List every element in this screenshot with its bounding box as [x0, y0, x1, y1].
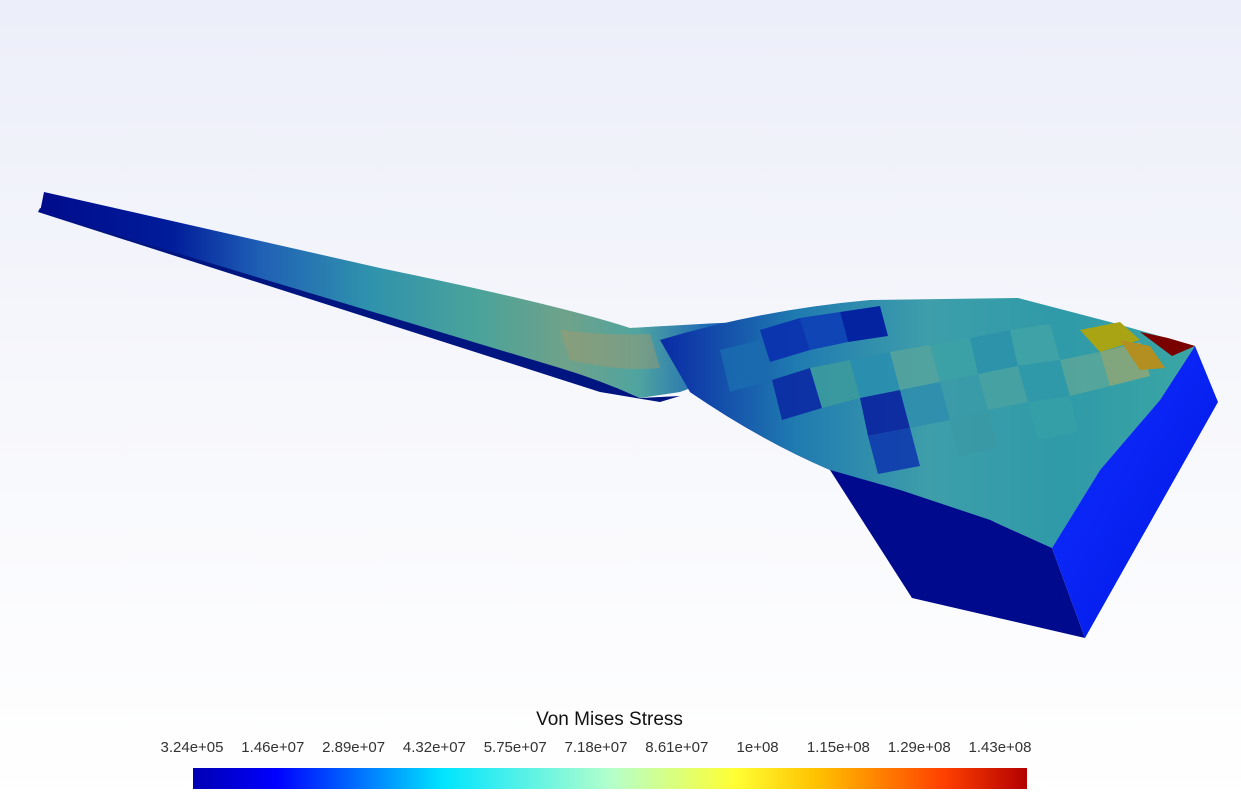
neck-band: [560, 330, 660, 369]
legend-tick-label: 3.24e+05: [160, 739, 224, 756]
legend-tick-label: 1.43e+08: [968, 739, 1032, 756]
legend-title: Von Mises Stress: [536, 709, 683, 730]
bulb-underside: [830, 470, 1085, 638]
legend-tick-label: 7.18e+07: [564, 739, 628, 756]
3d-viewport[interactable]: [0, 0, 1241, 700]
legend-tick-label: 1.15e+08: [806, 739, 870, 756]
legend-tick-labels: 3.24e+05 1.46e+07 2.89e+07 4.32e+07 5.75e+07…: [150, 739, 1070, 759]
legend-tick-label: 1e+08: [736, 739, 779, 756]
medium-high-patch: [1120, 340, 1165, 370]
legend-colorbar: [193, 768, 1027, 789]
legend-tick-label: 1.46e+07: [241, 739, 305, 756]
legend-tick-label: 1.29e+08: [887, 739, 951, 756]
legend-tick-label: 8.61e+07: [645, 739, 709, 756]
legend-tick-label: 5.75e+07: [483, 739, 547, 756]
max-stress-patch: [1140, 332, 1195, 356]
legend-tick-label: 4.32e+07: [402, 739, 466, 756]
end-face: [1052, 346, 1218, 638]
tail-surface: [40, 192, 770, 398]
stress-model-render: [38, 192, 1218, 638]
legend-tick-label: 2.89e+07: [322, 739, 386, 756]
